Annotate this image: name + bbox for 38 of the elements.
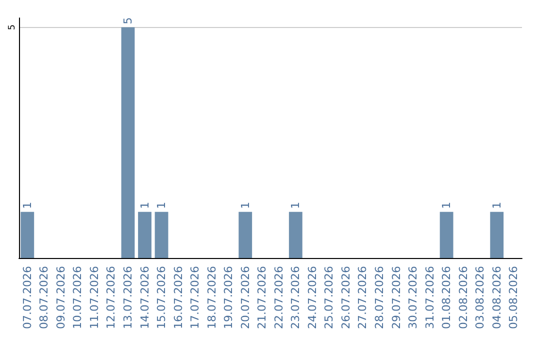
data-label: 1 [155,202,168,209]
x-tick-label: 27.07.2026 [356,266,370,330]
x-tick-label: 17.07.2026 [188,266,202,330]
x-tick-label: 03.08.2026 [474,266,487,330]
x-tick-label: 13.07.2026 [121,266,134,330]
x-tick-label: 07.07.2026 [20,266,34,330]
x-tick-label: 30.07.2026 [406,266,420,330]
x-tick-label: 12.07.2026 [104,266,118,330]
data-label: 1 [138,202,152,209]
x-tick-label: 01.08.2026 [440,266,454,330]
x-tick-label: 14.07.2026 [138,266,152,330]
x-tick-label: 19.07.2026 [222,266,236,330]
data-label: 1 [289,202,302,209]
data-label: 1 [490,202,504,209]
x-tick-label: 11.07.2026 [88,266,101,330]
data-label: 1 [440,202,454,209]
x-tick-label: 05.08.2026 [507,266,520,330]
x-tick-label: 26.07.2026 [339,266,352,330]
data-label: 1 [20,202,34,209]
x-tick-label: 08.07.2026 [38,266,51,330]
x-tick-label: 28.07.2026 [372,266,386,330]
x-tick-label: 09.07.2026 [54,266,68,330]
x-tick-label: 10.07.2026 [71,266,84,330]
x-tick-label: 16.07.2026 [172,266,185,330]
x-tick-label: 24.07.2026 [306,266,319,330]
x-tick-label: 22.07.2026 [272,266,286,330]
x-tick-label: 31.07.2026 [423,266,436,330]
data-label: 1 [238,202,252,209]
x-tick-label: 25.07.2026 [322,266,336,330]
x-tick-label: 04.08.2026 [490,266,504,330]
x-tick-label: 29.07.2026 [390,266,403,330]
x-tick-label: 02.08.2026 [456,266,470,330]
x-tick-label: 20.07.2026 [238,266,252,330]
x-tick-label: 15.07.2026 [155,266,168,330]
data-label: 5 [121,17,134,24]
x-tick-label: 21.07.2026 [256,266,269,330]
x-tick-label: 23.07.2026 [289,266,302,330]
x-tick-label: 18.07.2026 [205,266,218,330]
